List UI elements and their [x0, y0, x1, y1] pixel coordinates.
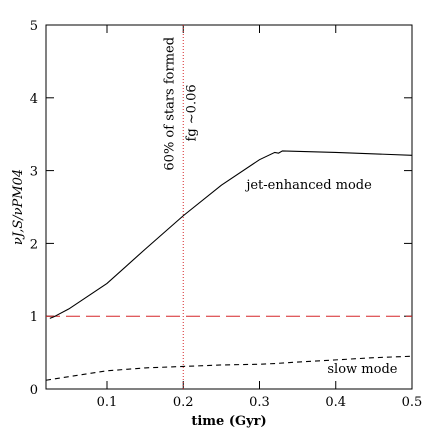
y-tick-label: 5 [30, 19, 38, 34]
series-line [45, 355, 413, 381]
series-label: slow mode [327, 362, 397, 377]
y-axis-label: νJ,S/νPM04 [11, 169, 26, 245]
y-tick-label: 4 [30, 92, 38, 107]
y-tick-label: 1 [30, 310, 38, 325]
x-tick-label: 0.1 [97, 395, 118, 410]
x-tick-label: 0.3 [249, 395, 270, 410]
plot-frame [45, 24, 413, 390]
x-tick-label: 0.5 [402, 395, 423, 410]
annotation: fg ~0.06 [184, 84, 199, 141]
y-tick-label: 2 [30, 237, 38, 252]
y-tick-label: 0 [30, 383, 38, 398]
x-tick-label: 0.4 [325, 395, 346, 410]
y-tick-label: 3 [30, 165, 38, 180]
x-tick-label: 0.2 [173, 395, 194, 410]
series-label: jet-enhanced mode [244, 178, 372, 193]
annotation: 60% of stars formed [162, 37, 177, 171]
series-line [49, 150, 413, 319]
x-axis-label: time (Gyr) [191, 414, 266, 429]
